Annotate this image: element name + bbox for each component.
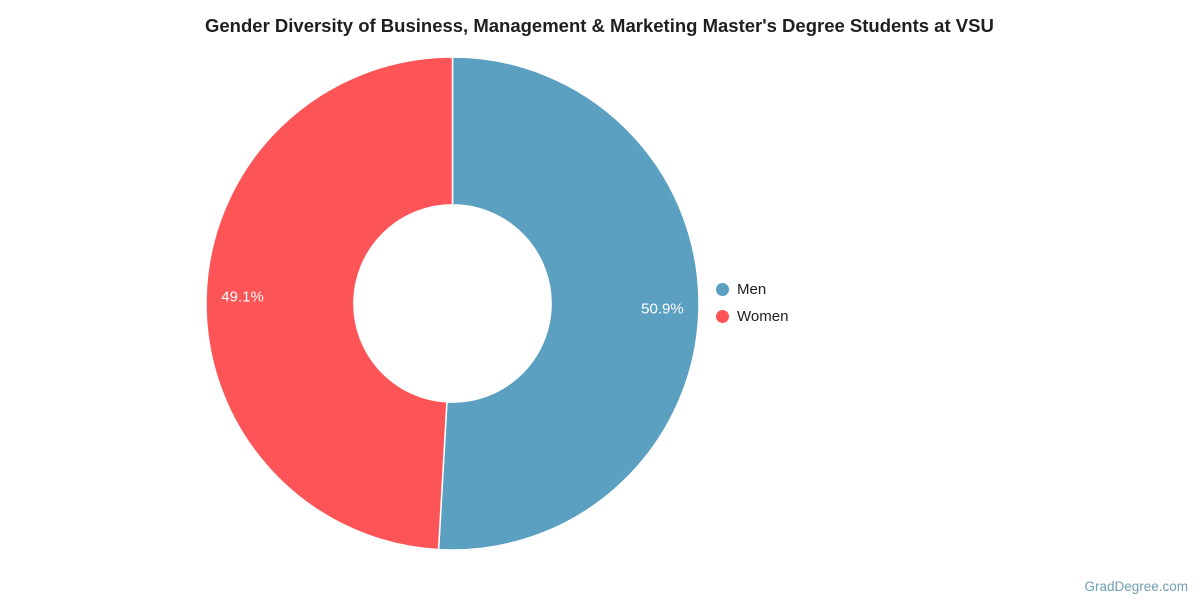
legend-label-women: Women xyxy=(737,308,789,325)
chart-title: Gender Diversity of Business, Management… xyxy=(205,15,994,36)
slice-value-label-women: 49.1% xyxy=(221,289,264,306)
slice-value-label-men: 50.9% xyxy=(641,300,684,317)
legend: Men Women xyxy=(716,276,788,330)
watermark-link[interactable]: GradDegree.com xyxy=(1084,579,1188,594)
legend-label-men: Men xyxy=(737,281,767,298)
pie-slice-men xyxy=(437,56,700,551)
pie-slice-women xyxy=(205,56,454,551)
legend-swatch-men xyxy=(716,283,729,296)
legend-item-women: Women xyxy=(716,303,788,330)
legend-swatch-women xyxy=(716,310,729,323)
legend-item-men: Men xyxy=(716,276,788,303)
